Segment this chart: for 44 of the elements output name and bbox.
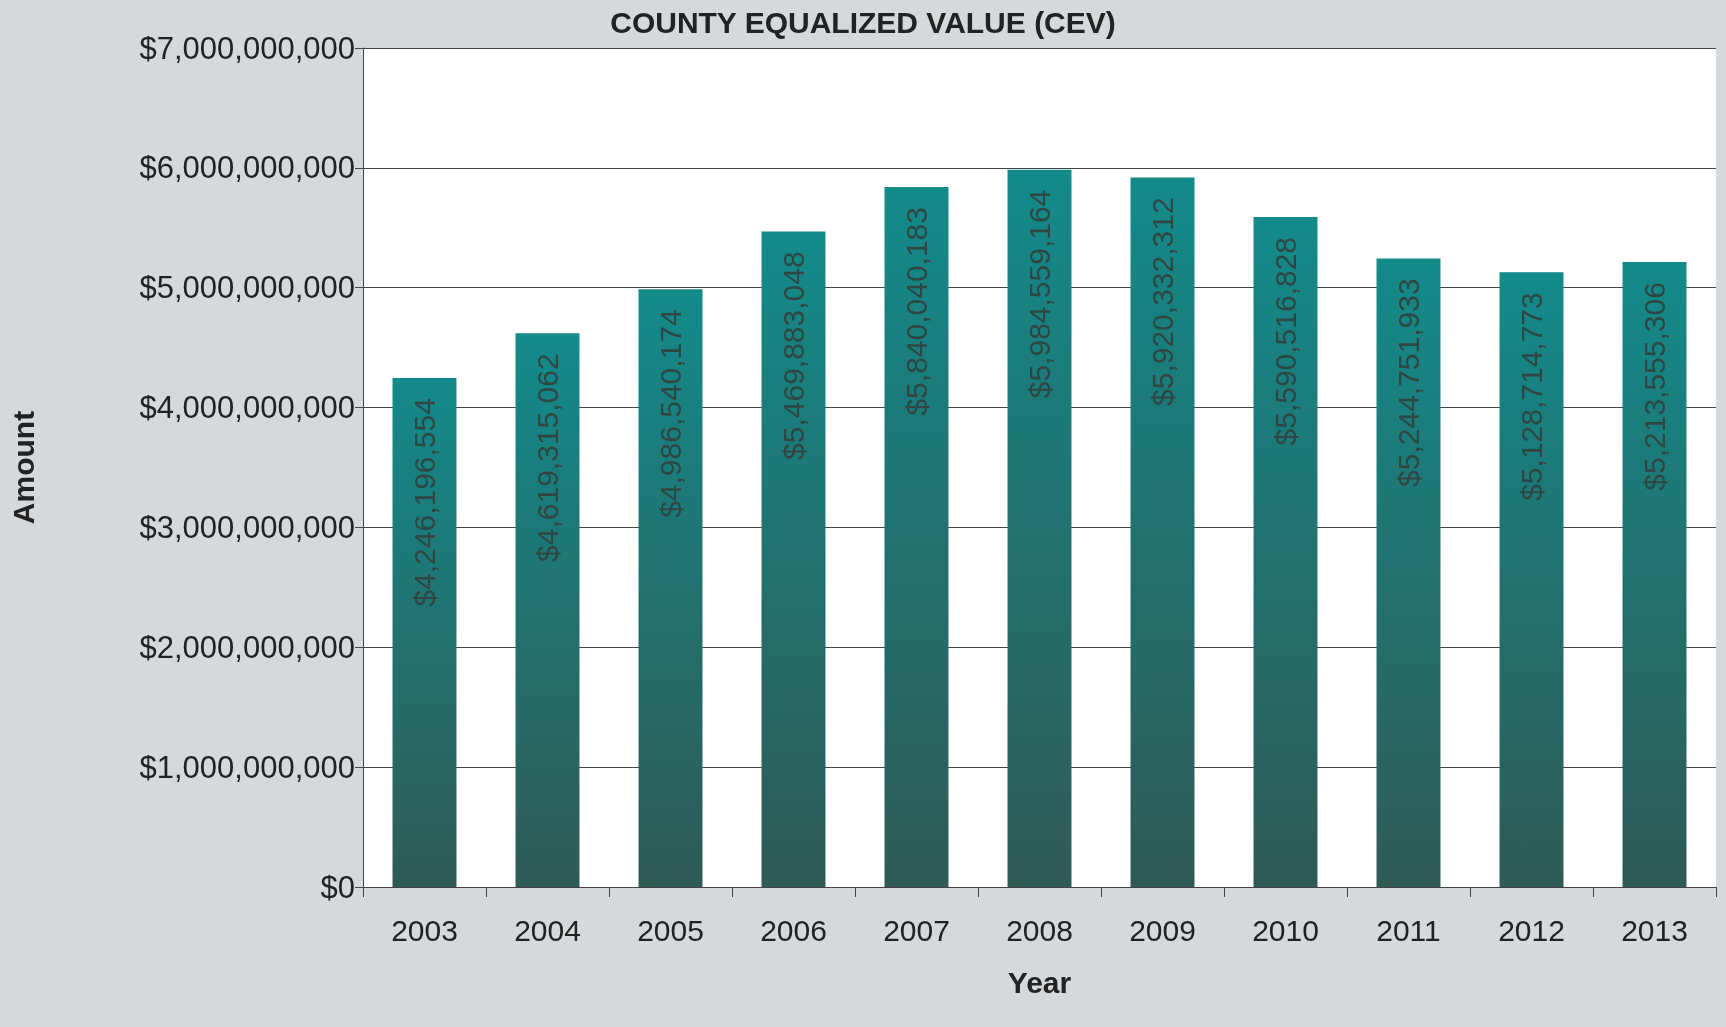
chart-title: COUNTY EQUALIZED VALUE (CEV) (610, 5, 1116, 39)
y-tick-label: $6,000,000,000 (139, 150, 355, 186)
y-tick-label: $5,000,000,000 (139, 270, 355, 306)
bar (1130, 177, 1195, 887)
data-label: $5,128,714,773 (1515, 292, 1548, 501)
y-tick-label: $4,000,000,000 (139, 390, 355, 426)
bar (1622, 262, 1687, 887)
x-tick-label: 2010 (1252, 913, 1319, 947)
data-label: $5,984,559,164 (1023, 189, 1056, 399)
x-tick-label: 2013 (1621, 913, 1688, 947)
x-tick-label: 2005 (637, 913, 704, 947)
data-label: $5,469,883,048 (777, 251, 810, 460)
data-label: $4,246,196,554 (408, 398, 441, 607)
bar (515, 333, 580, 887)
data-label: $4,619,315,062 (531, 353, 564, 562)
bar (761, 231, 826, 887)
bar (1007, 169, 1072, 887)
x-tick-label: 2004 (514, 913, 581, 947)
data-label: $5,590,516,828 (1269, 236, 1302, 446)
x-tick-label: 2009 (1129, 913, 1196, 947)
data-label: $5,920,332,312 (1146, 197, 1179, 406)
y-tick-label: $3,000,000,000 (139, 509, 355, 545)
x-tick-label: 2011 (1376, 913, 1441, 947)
y-tick-label: $7,000,000,000 (139, 30, 355, 66)
x-tick-label: 2007 (883, 913, 950, 947)
bar (638, 289, 703, 887)
y-tick-label: $1,000,000,000 (139, 749, 355, 785)
data-label: $5,213,555,306 (1638, 282, 1671, 491)
data-label: $5,840,040,183 (900, 207, 933, 416)
x-axis-title: Year (1007, 965, 1072, 999)
x-tick-label: 2006 (760, 913, 827, 947)
y-tick-label: $2,000,000,000 (139, 629, 355, 665)
x-tick-label: 2008 (1006, 913, 1073, 947)
data-label: $4,986,540,174 (654, 309, 687, 518)
x-tick-label: 2012 (1498, 913, 1565, 947)
y-tick-label: $0 (320, 869, 355, 905)
bar (1253, 216, 1318, 887)
bar (884, 187, 949, 887)
data-label: $5,244,751,933 (1392, 278, 1425, 487)
bar (392, 378, 457, 887)
x-tick-label: 2003 (391, 913, 458, 947)
y-axis-title: Amount (6, 410, 40, 525)
bar (1499, 272, 1564, 887)
bar (1376, 258, 1441, 887)
